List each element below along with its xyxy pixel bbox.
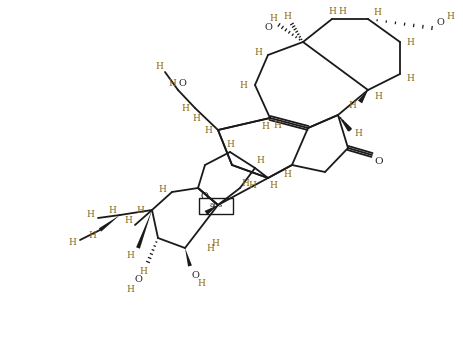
Text: H: H [136,205,144,215]
Text: abs: abs [209,201,222,209]
Polygon shape [337,115,351,131]
Text: H: H [373,92,381,100]
Text: H: H [353,129,361,138]
Text: H: H [269,181,276,190]
Text: H: H [248,181,256,190]
Text: H: H [256,155,263,164]
Text: H: H [347,100,355,109]
Text: H: H [139,268,147,277]
Text: H: H [88,230,96,239]
Text: H: H [272,120,280,129]
Text: H: H [181,104,188,112]
Text: H: H [206,244,213,252]
Text: H: H [204,126,212,135]
Polygon shape [204,205,218,215]
Text: H: H [238,80,246,89]
Text: H: H [445,11,453,21]
Polygon shape [357,90,367,104]
Text: O: O [435,18,443,26]
Text: H: H [86,209,94,218]
Text: H: H [261,121,269,130]
Text: H: H [158,184,166,194]
Text: H: H [211,238,219,247]
Text: O: O [191,271,199,280]
Text: H: H [108,205,116,215]
Polygon shape [99,215,120,232]
Text: H: H [225,140,233,149]
Text: H: H [372,8,380,17]
Polygon shape [185,248,192,267]
Text: H: H [124,215,131,225]
Text: O: O [134,276,142,284]
Polygon shape [136,210,152,249]
Text: H: H [155,62,163,71]
Text: O: O [374,157,382,165]
Text: H: H [254,47,262,56]
Text: H: H [168,78,175,87]
Text: O: O [178,78,186,87]
Text: H: H [338,7,345,15]
Text: H: H [282,11,290,21]
Text: O: O [200,192,207,201]
Text: H: H [405,37,413,46]
Text: H: H [68,237,76,247]
Text: H: H [126,250,134,259]
Text: H: H [282,170,290,179]
Text: H: H [197,279,205,289]
FancyBboxPatch shape [199,198,232,214]
Text: H: H [126,286,134,294]
Text: H: H [405,74,413,83]
Text: H: H [327,7,335,15]
Text: H: H [241,179,249,187]
Text: H: H [192,114,200,122]
Text: O: O [263,22,271,32]
Text: H: H [269,13,276,22]
